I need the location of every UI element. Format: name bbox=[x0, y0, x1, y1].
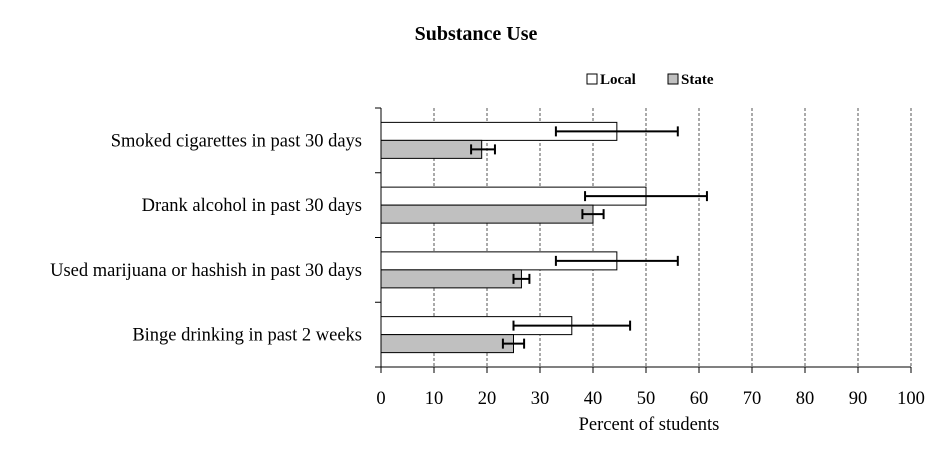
legend-swatch-local bbox=[586, 73, 598, 85]
x-tick-label-20: 20 bbox=[478, 389, 497, 409]
x-tick-label-100: 100 bbox=[897, 389, 925, 409]
bar-state-3 bbox=[380, 334, 514, 354]
legend-label-local: Local bbox=[600, 72, 636, 88]
chart-title: Substance Use bbox=[415, 23, 538, 45]
legend: Local State bbox=[586, 72, 714, 88]
category-label-2: Used marijuana or hashish in past 30 day… bbox=[50, 261, 362, 281]
category-labels: Smoked cigarettes in past 30 days Drank a… bbox=[50, 131, 362, 345]
x-tick-label-90: 90 bbox=[849, 389, 868, 409]
x-tick-labels: 0 10 20 30 40 50 60 70 80 90 100 bbox=[376, 389, 925, 409]
bar-state-2 bbox=[380, 269, 522, 289]
x-tick-label-40: 40 bbox=[584, 389, 603, 409]
legend-label-state: State bbox=[681, 72, 714, 88]
category-label-3: Binge drinking in past 2 weeks bbox=[132, 326, 362, 346]
x-tick-label-70: 70 bbox=[743, 389, 762, 409]
bar-state-1 bbox=[380, 204, 594, 224]
x-tick-label-0: 0 bbox=[376, 389, 385, 409]
category-label-1: Drank alcohol in past 30 days bbox=[142, 196, 362, 216]
x-tick-label-50: 50 bbox=[637, 389, 656, 409]
x-tick-label-30: 30 bbox=[531, 389, 550, 409]
category-label-0: Smoked cigarettes in past 30 days bbox=[111, 131, 362, 151]
bar-state-0 bbox=[380, 139, 483, 159]
x-tick-label-80: 80 bbox=[796, 389, 815, 409]
error-bars bbox=[470, 126, 708, 349]
axes bbox=[375, 107, 912, 373]
legend-swatch-state bbox=[667, 73, 679, 85]
x-tick-label-10: 10 bbox=[425, 389, 444, 409]
bars bbox=[380, 121, 647, 354]
x-tick-label-60: 60 bbox=[690, 389, 709, 409]
x-axis-title: Percent of students bbox=[579, 415, 720, 435]
